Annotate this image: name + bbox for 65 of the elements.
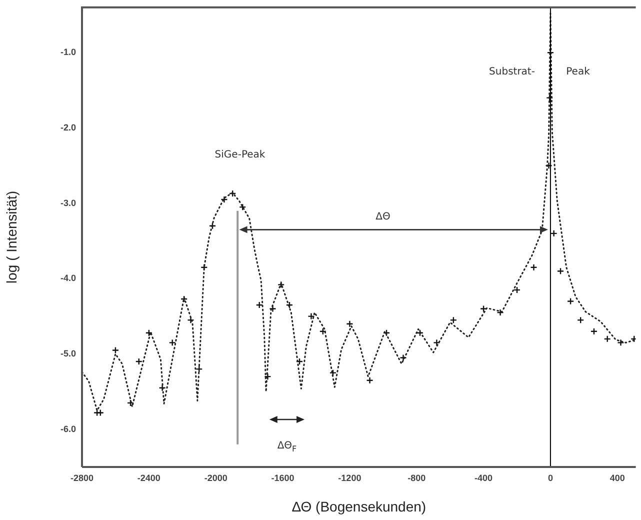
point [256, 301, 263, 309]
point [286, 301, 294, 309]
x-tick-label: -1600 [271, 472, 294, 483]
point [576, 316, 584, 324]
point [319, 328, 327, 335]
point [496, 308, 504, 316]
y-tick-label: -2.0 [60, 122, 76, 132]
point [296, 358, 304, 366]
x-tick-label: -2000 [204, 472, 228, 483]
point [308, 312, 315, 320]
point [187, 316, 194, 324]
annotation: ΔΘ [376, 212, 390, 222]
x-tick-label: 0 [548, 472, 553, 483]
point [604, 335, 611, 343]
y-axis-title: log ( Intensität) [3, 190, 20, 284]
y-tick-label: -1.0 [60, 47, 76, 58]
point [513, 286, 521, 294]
x-tick-label: -2800 [70, 472, 94, 483]
x-tick-label: -400 [474, 472, 493, 483]
point [196, 365, 203, 373]
point [566, 298, 574, 305]
annotation: SiGe-Peak [214, 150, 266, 160]
point [550, 230, 558, 238]
point [135, 358, 142, 366]
annotation: Peak [566, 66, 590, 78]
y-tick-label: -3.0 [60, 198, 76, 208]
point [530, 264, 538, 271]
point [433, 339, 440, 346]
point [278, 281, 285, 288]
point [228, 190, 236, 198]
point [126, 399, 134, 407]
point [112, 346, 120, 354]
y-tick-label: -6.0 [60, 424, 76, 434]
point [450, 316, 458, 324]
point [158, 384, 166, 392]
point [366, 376, 374, 384]
point [145, 329, 153, 336]
point [208, 222, 216, 230]
annotation: ΔΘ$_{F}$ [277, 440, 297, 454]
point [416, 329, 424, 336]
line-series [82, 12, 636, 412]
y-tick-label: -5.0 [60, 348, 76, 358]
point [264, 372, 272, 380]
annotation: Substrat- [489, 66, 535, 78]
x-tick-label: -2400 [137, 472, 160, 483]
point [220, 196, 228, 204]
point [269, 305, 276, 312]
point [382, 329, 390, 336]
point [96, 409, 104, 416]
x-tick-label: -800 [408, 472, 426, 483]
point [168, 339, 176, 346]
x-tick-label: 400 [610, 472, 625, 483]
point [329, 369, 337, 376]
x-tick-label: -1200 [338, 472, 362, 483]
point [546, 94, 554, 102]
point [590, 328, 598, 335]
y-tick-label: -4.0 [60, 273, 76, 284]
point [556, 268, 564, 275]
point [239, 203, 246, 211]
point [400, 354, 407, 362]
x-axis-title: ΔΘ (Bogensekunden) [292, 498, 426, 514]
point [180, 295, 188, 303]
point [545, 162, 552, 170]
point [617, 339, 624, 346]
point [346, 320, 354, 328]
